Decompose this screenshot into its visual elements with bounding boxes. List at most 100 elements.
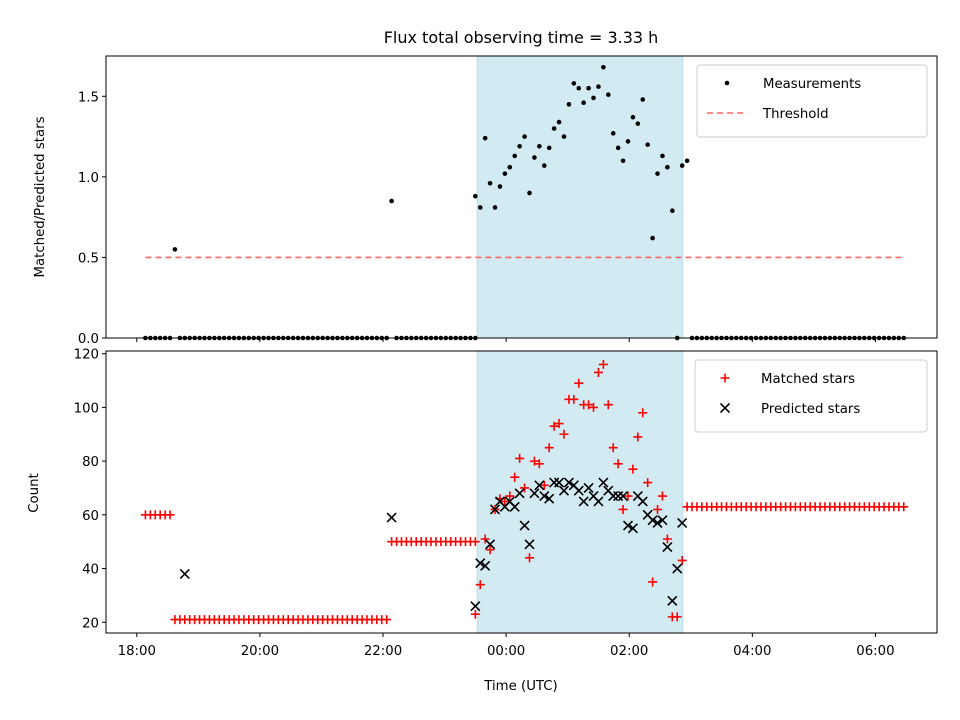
predicted-stars-point [618, 490, 629, 502]
measurements-point [517, 143, 522, 149]
legend-matched-stars-label: Matched stars [761, 372, 855, 387]
matched-stars-point [165, 510, 175, 520]
measurements-point [551, 126, 557, 131]
measurements-point [507, 164, 513, 170]
count-y-tick-label: 100 [74, 401, 99, 416]
legend-measurements-swatch [724, 80, 730, 86]
measurements-point [502, 171, 508, 176]
predicted-stars-point [470, 601, 481, 612]
predicted-stars-point [578, 496, 589, 507]
predicted-stars-point [534, 480, 545, 491]
matched-stars-point [628, 464, 638, 474]
predicted-stars-point [539, 490, 550, 502]
matched-stars-point [544, 443, 554, 453]
measurements-point [581, 100, 586, 106]
count-axes-frame [105, 350, 938, 634]
measurements-point [537, 143, 542, 149]
predicted-stars-point [558, 485, 570, 496]
matched-stars-point [529, 456, 539, 466]
matched-stars-point [574, 378, 584, 388]
predicted-stars-point [563, 477, 574, 488]
matched-stars-point [603, 400, 613, 410]
count-y-tick-label: 80 [82, 455, 99, 470]
ratio-panel: 0.0 0.5 1.0 1.5 Measurements Threshold [78, 55, 938, 347]
measurements-point [620, 158, 626, 164]
count-y-tick-label: 120 [74, 348, 99, 363]
measurements-point [571, 81, 577, 86]
matched-stars-point [470, 609, 480, 619]
predicted-stars-point [524, 539, 535, 550]
measurements-point [660, 153, 665, 159]
measurements-point [640, 97, 646, 102]
predicted-stars-point [652, 517, 663, 528]
matched-stars-point [475, 580, 485, 590]
predicted-stars-point [583, 482, 594, 494]
predicted-stars-point [485, 539, 496, 550]
matched-stars-point [505, 491, 515, 501]
matched-stars-point [608, 443, 618, 453]
legend-matched-stars-swatch [720, 373, 730, 383]
x-axis-label: Time (UTC) [483, 679, 558, 694]
predicted-stars-point [662, 541, 673, 553]
predicted-stars-point [672, 563, 683, 574]
measurements-point [527, 190, 532, 196]
measurements-point [605, 92, 611, 97]
measurements-point [566, 102, 572, 107]
predicted-stars-point [598, 477, 609, 488]
predicted-stars-point [544, 493, 555, 504]
count-y-tick-label: 20 [82, 616, 99, 631]
matched-stars-point [480, 534, 490, 544]
matched-stars-point [549, 421, 559, 431]
predicted-stars-point [637, 496, 648, 507]
measurements-point [497, 184, 503, 189]
predicted-stars-point [480, 560, 491, 571]
predicted-stars-point [657, 515, 668, 526]
matched-stars-point [633, 432, 643, 442]
matched-stars-point [589, 402, 599, 412]
measurements-point [541, 163, 547, 168]
matched-stars-point [559, 429, 569, 439]
x-tick-label: 06:00 [856, 644, 894, 659]
matched-stars-point [648, 577, 658, 587]
x-tick-label: 04:00 [733, 644, 771, 659]
measurements-point [635, 121, 641, 126]
predicted-stars-point [509, 501, 520, 512]
predicted-stars-point [489, 504, 501, 515]
matched-stars-point [525, 553, 535, 563]
ratio-y-tick-label: 1.0 [78, 171, 99, 186]
matched-stars-point [677, 555, 687, 565]
measurements-point [586, 85, 591, 91]
matched-stars-point [643, 478, 653, 488]
measurements-point [684, 158, 690, 164]
measurements-point [477, 205, 483, 210]
x-tick-label: 22:00 [364, 644, 402, 659]
x-tick-label: 00:00 [487, 644, 525, 659]
predicted-stars-point [529, 488, 540, 499]
x-tick-label: 18:00 [118, 644, 156, 659]
measurements-point [556, 119, 562, 125]
measurements-point [679, 163, 685, 168]
matched-stars-point [899, 502, 909, 512]
predicted-stars-point [647, 515, 658, 526]
matched-stars-point [500, 496, 510, 506]
matched-stars-point [520, 483, 530, 493]
predicted-stars-point [553, 477, 565, 488]
matched-stars-point [554, 419, 564, 429]
matched-stars-point [510, 472, 520, 482]
measurements-point [625, 139, 631, 144]
legend-predicted-stars-label: Predicted stars [761, 402, 860, 417]
ratio-y-tick-label: 1.5 [78, 90, 99, 105]
measurements-point [172, 247, 178, 252]
measurements-point [665, 164, 670, 170]
measurements-point [591, 95, 596, 101]
ratio-legend-box [696, 64, 928, 138]
matched-stars-point [485, 545, 495, 555]
count-y-tick-label: 60 [82, 509, 99, 524]
measurements-point [492, 205, 498, 210]
measurements-point [650, 235, 655, 241]
ratio-y-tick-label: 0.0 [78, 332, 99, 347]
predicted-stars-point [519, 520, 530, 531]
x-tick-label: 20:00 [241, 644, 279, 659]
count-panel: 20 40 60 80 100 120 18:00 20:00 22:00 00:00 02:00 0… [74, 348, 938, 659]
